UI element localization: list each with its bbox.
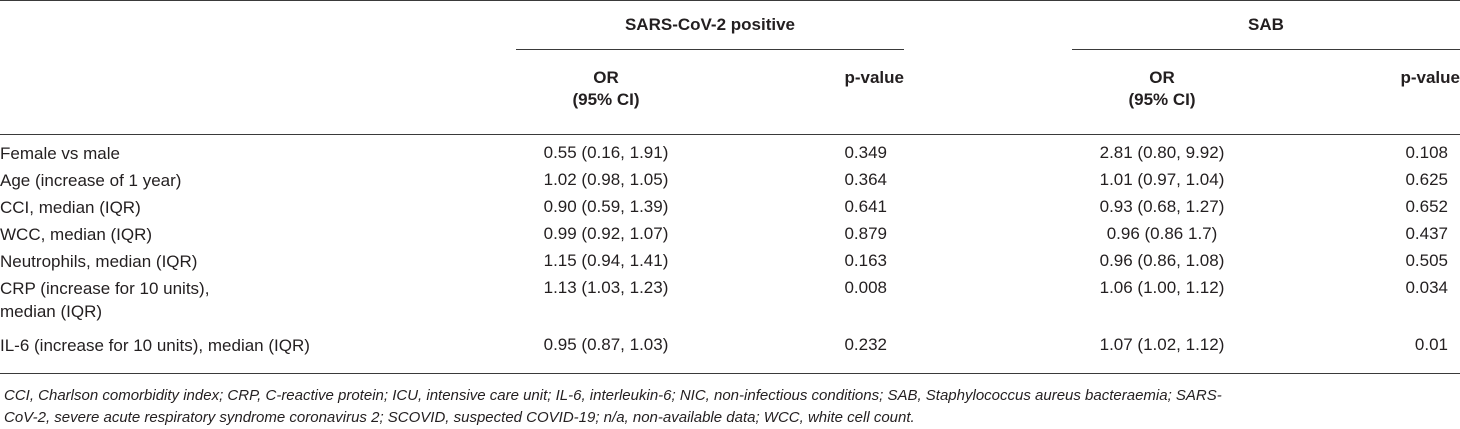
pvalue-group1: 0.879 <box>844 224 887 243</box>
row-label-line: CCI, median (IQR) <box>0 198 141 217</box>
group-header-sab: SAB <box>1248 15 1284 34</box>
pvalue-group2: 0.437 <box>1405 224 1448 243</box>
row-label: Neutrophils, median (IQR) <box>0 250 500 273</box>
table-top-rule <box>0 0 1460 1</box>
pvalue-group1: 0.364 <box>844 170 887 189</box>
or-value-group1: 0.55 (0.16, 1.91) <box>543 143 669 162</box>
or-value-group2: 0.96 (0.86 1.7) <box>1106 224 1218 243</box>
row-label-line: WCC, median (IQR) <box>0 225 153 244</box>
row-label: CCI, median (IQR) <box>0 196 500 219</box>
row-label-line: Neutrophils, median (IQR) <box>0 252 198 271</box>
row-label: Age (increase of 1 year) <box>0 169 500 192</box>
row-label: CRP (increase for 10 units), median (IQR) <box>0 277 500 323</box>
or-value-group1: 0.99 (0.92, 1.07) <box>543 224 669 243</box>
footnote-line1: CCI, Charlson comorbidity index; CRP, C-… <box>4 387 1222 404</box>
pvalue-group1: 0.641 <box>844 197 887 216</box>
or-value-group2: 1.01 (0.97, 1.04) <box>1099 170 1225 189</box>
pvalue-group1: 0.232 <box>844 335 887 354</box>
row-label-line: Age (increase of 1 year) <box>0 171 182 190</box>
or-header-line1: OR <box>593 68 619 87</box>
group2-underline <box>1072 49 1460 50</box>
pvalue-group2: 0.01 <box>1414 335 1448 354</box>
or-value-group1: 1.02 (0.98, 1.05) <box>543 170 669 189</box>
or-value-group2: 2.81 (0.80, 9.92) <box>1099 143 1225 162</box>
pvalue-header-group1: p-value <box>844 68 904 87</box>
pvalue-group2: 0.034 <box>1405 278 1448 297</box>
or-value-group1: 1.13 (1.03, 1.23) <box>543 278 669 297</box>
or-value-group1: 0.95 (0.87, 1.03) <box>543 335 669 354</box>
row-label-line: CRP (increase for 10 units), <box>0 279 210 298</box>
or-value-group1: 0.90 (0.59, 1.39) <box>543 197 669 216</box>
row-label: WCC, median (IQR) <box>0 223 500 246</box>
pvalue-group2: 0.625 <box>1405 170 1448 189</box>
pvalue-header-group2: p-value <box>1400 68 1460 87</box>
or-header-line1: OR <box>1149 68 1175 87</box>
or-header-group2: OR (95% CI) <box>1072 67 1252 111</box>
pvalue-group2: 0.108 <box>1405 143 1448 162</box>
table-footnote: CCI, Charlson comorbidity index; CRP, C-… <box>4 385 1456 429</box>
pvalue-group1: 0.008 <box>844 278 887 297</box>
or-value-group1: 1.15 (0.94, 1.41) <box>543 251 669 270</box>
header-bottom-rule <box>0 134 1460 135</box>
or-value-group2: 0.93 (0.68, 1.27) <box>1099 197 1225 216</box>
or-header-line2: (95% CI) <box>1128 90 1196 109</box>
pvalue-group2: 0.505 <box>1405 251 1448 270</box>
or-value-group2: 1.07 (1.02, 1.12) <box>1099 335 1225 354</box>
footnote-line2: CoV-2, severe acute respiratory syndrome… <box>4 409 915 426</box>
row-label: IL-6 (increase for 10 units), median (IQ… <box>0 334 500 357</box>
row-label-line: median (IQR) <box>0 302 103 321</box>
row-label-line: IL-6 (increase for 10 units), median (IQ… <box>0 336 310 355</box>
or-header-line2: (95% CI) <box>572 90 640 109</box>
group-header-sars-cov-2: SARS-CoV-2 positive <box>624 15 796 34</box>
pvalue-group1: 0.163 <box>844 251 887 270</box>
or-value-group2: 0.96 (0.86, 1.08) <box>1099 251 1225 270</box>
or-value-group2: 1.06 (1.00, 1.12) <box>1099 278 1225 297</box>
or-header-group1: OR (95% CI) <box>516 67 696 111</box>
row-label: Female vs male <box>0 142 500 165</box>
pvalue-group2: 0.652 <box>1405 197 1448 216</box>
pvalue-group1: 0.349 <box>844 143 887 162</box>
row-label-line: Female vs male <box>0 144 120 163</box>
group1-underline <box>516 49 904 50</box>
table-bottom-rule <box>0 373 1460 374</box>
